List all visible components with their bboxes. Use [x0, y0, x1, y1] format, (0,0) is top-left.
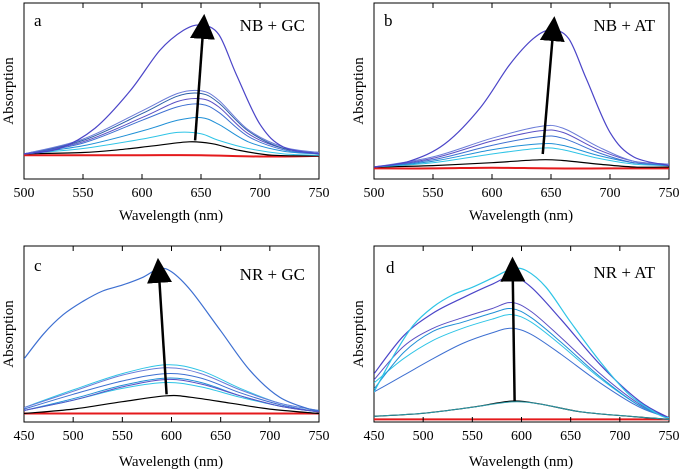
series-c4-line	[24, 97, 319, 155]
panel-c-ylabel: Absorption	[1, 300, 17, 368]
x-tick-label: 500	[63, 429, 84, 444]
series-c2-line	[24, 116, 319, 155]
panel-a-xlabel: Wavelength (nm)	[119, 208, 223, 224]
series-c3-line	[374, 307, 669, 419]
x-tick-label: 700	[259, 429, 280, 444]
panel-a-letter: a	[34, 11, 42, 30]
panel-d-arrow	[500, 256, 526, 402]
panel-d-xlabel: Wavelength (nm)	[469, 454, 573, 470]
panel-c-letter: c	[34, 256, 42, 275]
panel-c-xlabel: Wavelength (nm)	[119, 454, 223, 470]
panel-b-series-group	[374, 29, 669, 170]
panel-b-arrow	[539, 16, 565, 155]
series-c1-line	[24, 131, 319, 156]
x-tick-label: 750	[309, 429, 330, 444]
series-c2-line	[374, 314, 669, 419]
series-c3-line	[374, 135, 669, 168]
series-teal-line	[374, 401, 669, 420]
x-tick-label: 750	[659, 429, 680, 444]
panel-d-series-group	[374, 267, 669, 421]
series-c1-line	[374, 327, 669, 419]
x-tick-label: 600	[161, 429, 182, 444]
panel-a-series-group	[24, 24, 319, 158]
x-tick-label: 650	[560, 429, 581, 444]
x-tick-label: 650	[210, 429, 231, 444]
panel-c-title: NR + GC	[240, 265, 305, 284]
panel-d-title: NR + AT	[593, 263, 655, 282]
x-tick-label: 750	[659, 186, 680, 201]
panel-b-frame	[373, 2, 670, 180]
x-tick-label: 450	[364, 429, 385, 444]
x-tick-label: 550	[112, 429, 133, 444]
x-tick-label: 600	[132, 186, 153, 201]
panel-d: 450 500 550 600 650 700 750 d NR + AT Waveleng…	[351, 245, 680, 470]
series-black-line	[24, 394, 319, 415]
panel-c-series-group	[24, 267, 319, 415]
panel-a-frame	[23, 2, 320, 180]
x-tick-label: 750	[309, 186, 330, 201]
series-red-line	[24, 154, 319, 158]
panel-a-title: NB + GC	[240, 16, 305, 35]
series-c1-line	[24, 381, 319, 413]
x-tick-label: 500	[14, 186, 35, 201]
panel-b-plot: 500 550 600 650 700 750	[364, 3, 680, 201]
panel-b-ylabel: Absorption	[351, 57, 367, 125]
x-tick-label: 700	[609, 429, 630, 444]
series-c5-line	[374, 124, 669, 168]
panel-b-letter: b	[384, 11, 393, 30]
panel-d-ylabel: Absorption	[351, 300, 367, 368]
series-top-line	[24, 24, 319, 155]
series-c5-line	[24, 92, 319, 155]
panel-b: 500 550 600 650 700 750 b NB + AT Wavelength …	[351, 2, 680, 224]
series-c4-line	[24, 378, 319, 413]
x-tick-label: 650	[541, 186, 562, 201]
panel-a: 500 550 600 650 700 750 a NB + GC Wavelength …	[1, 2, 330, 224]
x-tick-label: 550	[423, 186, 444, 201]
x-tick-label: 600	[511, 429, 532, 444]
x-tick-label: 650	[191, 186, 212, 201]
panel-a-ylabel: Absorption	[1, 57, 17, 125]
x-tick-label: 500	[413, 429, 434, 444]
series-c6-line	[24, 89, 319, 155]
series-top-line	[24, 267, 319, 412]
x-tick-label: 550	[73, 186, 94, 201]
panel-c: 450 500 550 600 650 700 750 c NR + GC Waveleng…	[1, 245, 330, 470]
series-c1-line	[374, 147, 669, 168]
series-c4-line	[374, 301, 669, 419]
series-red-line	[374, 166, 669, 170]
panel-d-letter: d	[386, 258, 395, 277]
panel-c-plot: 450 500 550 600 650 700 750	[14, 246, 330, 444]
series-c3-line	[24, 373, 319, 413]
series-black-line	[374, 159, 669, 168]
panel-b-xlabel: Wavelength (nm)	[469, 208, 573, 224]
panel-b-title: NB + AT	[593, 16, 655, 35]
series-black-line	[24, 141, 319, 157]
panel-c-arrow	[147, 257, 172, 395]
x-tick-label: 700	[600, 186, 621, 201]
x-tick-label: 450	[14, 429, 35, 444]
x-tick-label: 700	[250, 186, 271, 201]
series-c3-line	[24, 103, 319, 155]
panel-a-plot: 500 550 600 650 700 750	[14, 3, 330, 201]
panel-d-plot: 450 500 550 600 650 700 750	[364, 246, 680, 444]
x-tick-label: 600	[482, 186, 503, 201]
x-tick-label: 500	[364, 186, 385, 201]
series-c6-line	[24, 367, 319, 411]
series-top-line	[374, 29, 669, 168]
x-tick-label: 550	[462, 429, 483, 444]
panel-a-arrow	[189, 13, 215, 141]
series-black-line	[374, 400, 669, 420]
